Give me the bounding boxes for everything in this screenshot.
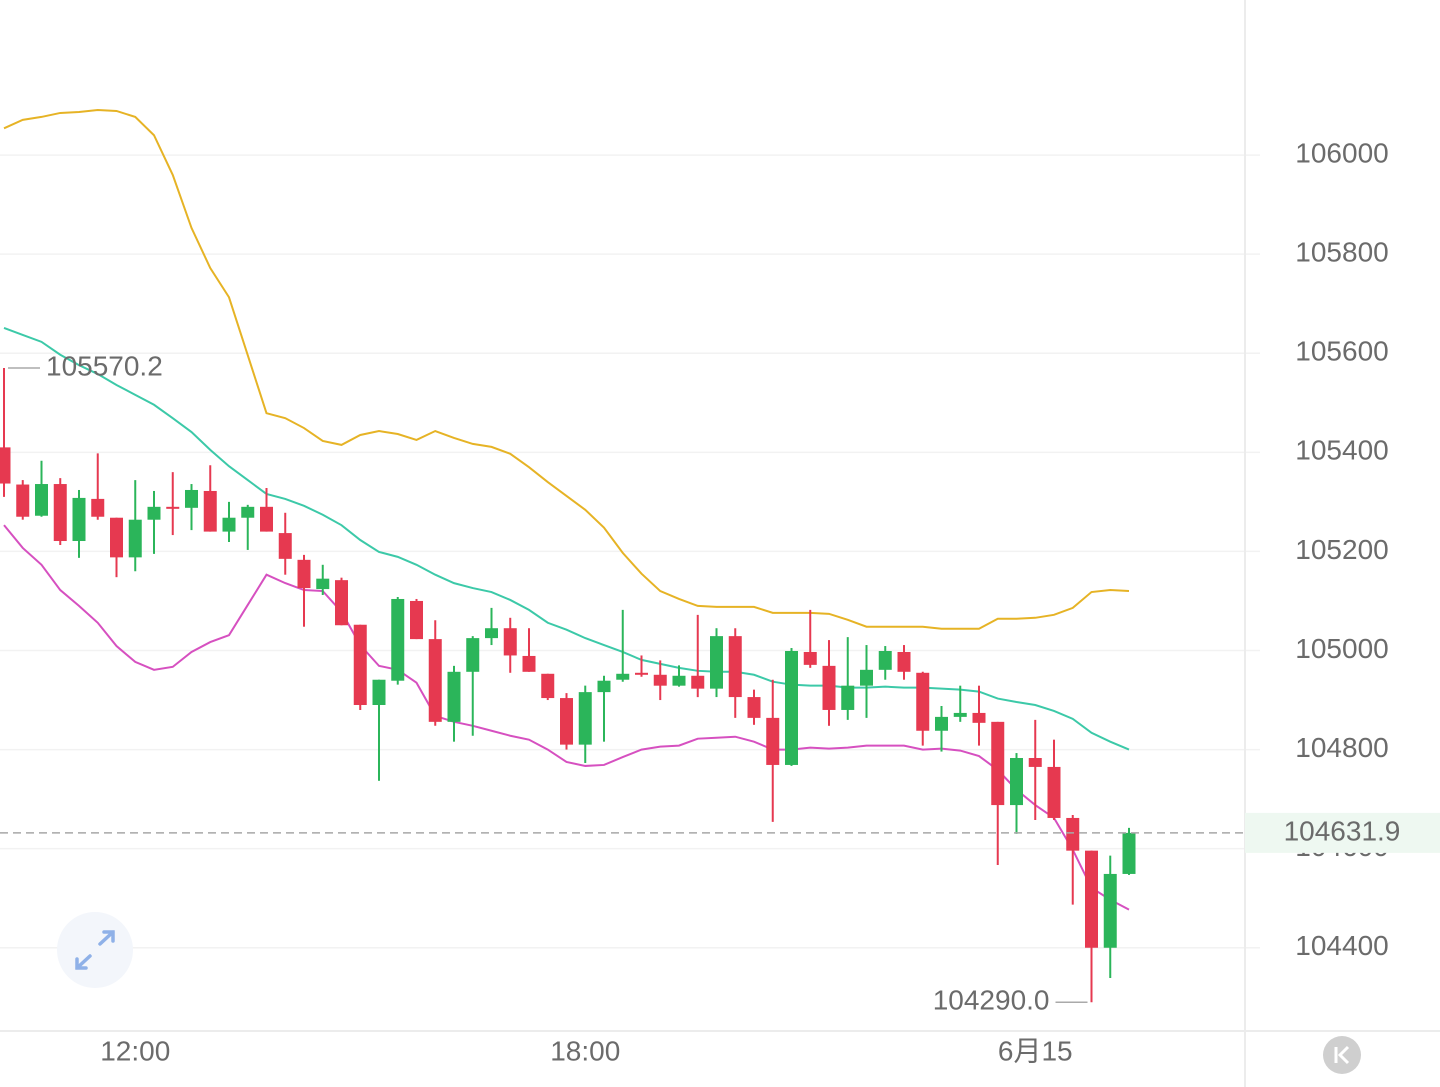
plot: 105570.2 104290.0 (0, 108, 1260, 1016)
candle-body (728, 636, 742, 698)
candle-body (410, 600, 423, 640)
candle-body (1085, 850, 1098, 948)
candle-body (935, 716, 948, 731)
candle-body (691, 675, 705, 689)
candle-body (785, 650, 798, 765)
candle-body (972, 712, 986, 723)
candle-body (241, 506, 255, 518)
candle-body (878, 650, 892, 670)
y-tick-label: 105000 (1295, 633, 1388, 664)
candle-body (166, 506, 180, 509)
candle-body (447, 671, 461, 722)
candle-body (297, 559, 311, 589)
candle-body (672, 675, 686, 686)
candle-body (1103, 873, 1117, 948)
candle-body (653, 674, 667, 686)
candle-body (35, 484, 48, 516)
y-tick-label: 106000 (1295, 137, 1388, 168)
candle-body (953, 712, 967, 717)
expand-button[interactable] (57, 912, 133, 988)
candle-body (316, 578, 330, 590)
bollinger-band (3, 108, 1130, 630)
candle-body (1028, 758, 1042, 767)
candle-body (335, 580, 348, 626)
y-tick-label: 105200 (1295, 534, 1388, 565)
candle-body (203, 490, 217, 532)
x-tick-label: 6月15 (998, 1035, 1073, 1066)
y-tick-label: 105800 (1295, 237, 1388, 268)
candle-body (428, 639, 442, 722)
last-price-box (1245, 812, 1440, 853)
candle-body (578, 692, 592, 745)
candle-body (916, 672, 930, 731)
candle-body (560, 698, 573, 745)
candle-body (128, 519, 142, 558)
scroll-latest-button[interactable] (1323, 1036, 1361, 1074)
candle-body (185, 489, 198, 508)
expand-button-bg[interactable] (57, 912, 133, 988)
candle-body (260, 506, 273, 532)
candle-body (147, 506, 161, 520)
candle-body (766, 717, 780, 765)
candle-body (53, 484, 67, 542)
candle-body (522, 655, 536, 672)
candle-body (822, 665, 836, 710)
y-tick-label: 105400 (1295, 435, 1388, 466)
candle-body (897, 651, 911, 672)
low-marker-label: 104290.0 (933, 985, 1050, 1016)
candle-body (1047, 766, 1061, 818)
candle-body (91, 498, 105, 517)
candle-body (991, 721, 1005, 806)
last-price-label: 104631.9 (1284, 815, 1401, 846)
candle-body (1010, 758, 1023, 806)
candle-body (72, 497, 86, 542)
candle-body (803, 651, 817, 665)
high-marker-label: 105570.2 (46, 350, 163, 381)
candle-body (485, 628, 498, 639)
candle-body (110, 517, 123, 558)
expand-icon[interactable] (75, 930, 115, 970)
candle-body (597, 680, 611, 693)
candle-body (635, 672, 648, 675)
y-tick-label: 104400 (1295, 930, 1388, 961)
candle-body (841, 685, 855, 710)
scroll-latest-icon[interactable] (1334, 1045, 1350, 1065)
candle-body (466, 638, 480, 672)
candle-body (391, 598, 405, 681)
candle-body (1122, 832, 1136, 874)
candle-body (278, 533, 292, 559)
candle-body (860, 669, 873, 686)
bollinger-band (3, 327, 1130, 751)
candle-body (0, 447, 11, 484)
candle-body (1066, 817, 1080, 851)
candle-body (747, 697, 761, 718)
candle-body (372, 679, 386, 705)
candle-body (222, 517, 236, 532)
candle-body (353, 624, 367, 705)
candle-body (16, 484, 30, 517)
x-tick-label: 12:00 (100, 1035, 170, 1066)
y-tick-label: 105600 (1295, 336, 1388, 367)
x-tick-label: 18:00 (550, 1035, 620, 1066)
candle-body (541, 673, 555, 699)
candle-body (710, 636, 723, 689)
candle-body (616, 673, 630, 680)
y-tick-label: 104800 (1295, 732, 1388, 763)
candle-body (503, 628, 517, 656)
